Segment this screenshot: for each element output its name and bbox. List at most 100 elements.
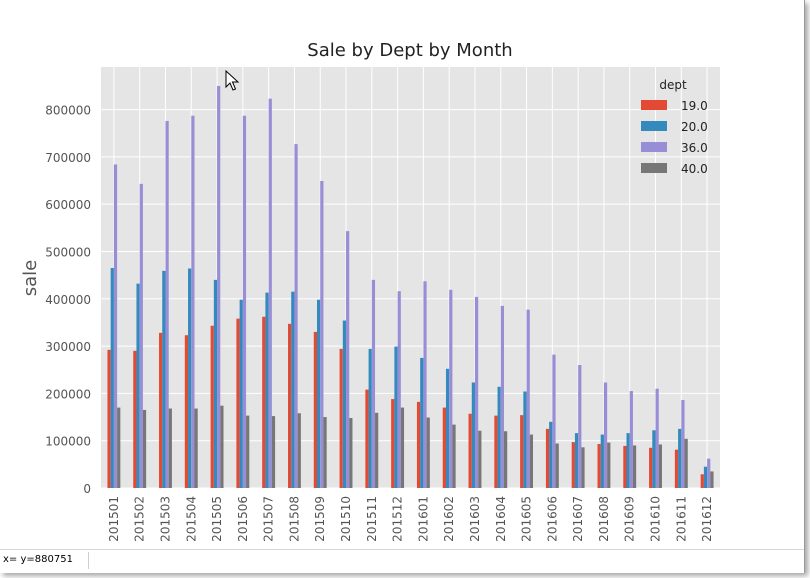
bar-dept-36-0-201503 xyxy=(165,120,169,488)
legend-swatch xyxy=(641,163,667,173)
mouse-cursor-icon xyxy=(225,70,240,91)
bar-dept-36-0-201608 xyxy=(603,382,608,488)
y-tick-label: 700000 xyxy=(45,151,91,165)
x-tick-label: 201607 xyxy=(571,496,585,542)
bar-dept-20-0-201501 xyxy=(110,268,114,488)
bar-dept-40-0-201609 xyxy=(632,445,637,488)
legend-title: dept xyxy=(659,78,687,92)
x-axis-ticks: 201501 201502 201503 201504 201505 201506 2015… xyxy=(107,496,714,542)
bar-dept-19-0-201611 xyxy=(674,449,679,488)
bar-dept-19-0-201607 xyxy=(571,442,575,488)
bar-dept-20-0-201506 xyxy=(239,299,243,488)
x-tick-label: 201602 xyxy=(442,496,456,542)
bar-dept-20-0-201507 xyxy=(265,292,269,488)
bar-dept-40-0-201607 xyxy=(581,447,585,488)
y-tick-label: 300000 xyxy=(45,340,91,354)
x-tick-label: 201510 xyxy=(339,496,353,542)
legend-swatch xyxy=(641,121,667,131)
bar-dept-19-0-201603 xyxy=(468,413,472,488)
bar-dept-20-0-201511 xyxy=(368,348,372,488)
x-tick-label: 201603 xyxy=(468,496,482,542)
bar-dept-40-0-201501 xyxy=(117,407,121,488)
bar-dept-36-0-201609 xyxy=(629,391,633,488)
bar-dept-36-0-201605 xyxy=(526,309,530,488)
legend: dept 19.0 20.0 36.0 40.0 xyxy=(641,78,708,176)
bar-dept-19-0-201507 xyxy=(262,316,266,488)
bar-dept-20-0-201610 xyxy=(652,430,656,488)
y-tick-label: 400000 xyxy=(45,293,91,307)
bar-dept-20-0-201601 xyxy=(420,357,424,488)
bar-dept-40-0-201502 xyxy=(142,409,147,488)
bar-dept-40-0-201610 xyxy=(658,444,662,488)
bar-dept-36-0-201506 xyxy=(242,115,247,488)
bar-dept-20-0-201603 xyxy=(471,382,475,488)
bar-dept-19-0-201512 xyxy=(391,399,395,488)
legend-label: 19.0 xyxy=(681,99,708,113)
y-tick-label: 100000 xyxy=(45,435,91,449)
bar-dept-36-0-201508 xyxy=(294,144,298,488)
x-tick-label: 201612 xyxy=(700,496,714,542)
bar-dept-19-0-201505 xyxy=(210,325,214,488)
bars xyxy=(107,85,714,488)
x-tick-label: 201503 xyxy=(158,496,172,542)
x-tick-label: 201609 xyxy=(623,496,637,542)
bar-dept-36-0-201501 xyxy=(113,164,118,488)
bar-dept-36-0-201512 xyxy=(397,291,401,488)
bar-dept-40-0-201505 xyxy=(220,405,224,488)
bar-dept-20-0-201505 xyxy=(213,279,218,488)
chart-title: Sale by Dept by Month xyxy=(307,40,512,61)
x-tick-label: 201604 xyxy=(494,496,508,542)
x-tick-label: 201502 xyxy=(133,496,147,542)
bar-dept-36-0-201504 xyxy=(191,115,195,488)
legend-label: 36.0 xyxy=(681,141,708,155)
bar-dept-19-0-201608 xyxy=(597,444,601,488)
bar-dept-40-0-201510 xyxy=(349,417,353,488)
bar-dept-36-0-201612 xyxy=(707,458,711,488)
legend-swatch xyxy=(641,142,667,152)
status-bar: x= y=880751 xyxy=(0,549,804,573)
bar-dept-19-0-201503 xyxy=(159,332,163,488)
bar-dept-36-0-201511 xyxy=(371,279,376,488)
bar-dept-40-0-201605 xyxy=(529,434,534,488)
x-tick-label: 201611 xyxy=(674,496,688,542)
x-tick-label: 201511 xyxy=(365,496,379,542)
bar-dept-40-0-201611 xyxy=(684,438,688,488)
bar-dept-36-0-201505 xyxy=(217,85,221,488)
bar-dept-20-0-201508 xyxy=(291,291,295,488)
legend-swatch xyxy=(641,100,667,110)
status-separator xyxy=(88,552,89,569)
bar-dept-19-0-201510 xyxy=(339,348,343,488)
bar-dept-36-0-201510 xyxy=(346,231,350,488)
bar-dept-40-0-201512 xyxy=(400,407,405,488)
x-tick-label: 201509 xyxy=(313,496,327,542)
bar-dept-20-0-201607 xyxy=(574,433,579,488)
x-tick-label: 201610 xyxy=(649,496,663,542)
bar-dept-19-0-201508 xyxy=(287,323,292,488)
x-tick-label: 201508 xyxy=(287,496,301,542)
y-tick-label: 0 xyxy=(83,482,91,496)
bar-dept-19-0-201605 xyxy=(520,415,524,488)
bar-dept-20-0-201605 xyxy=(523,391,527,488)
bar-dept-20-0-201509 xyxy=(317,299,321,488)
bar-dept-36-0-201502 xyxy=(139,183,143,488)
x-tick-label: 201507 xyxy=(262,496,276,542)
bar-dept-19-0-201610 xyxy=(649,447,653,488)
y-tick-label: 500000 xyxy=(45,245,91,259)
bar-dept-19-0-201501 xyxy=(107,349,111,488)
y-tick-label: 200000 xyxy=(45,387,91,401)
x-tick-label: 201512 xyxy=(391,496,405,542)
bar-dept-36-0-201611 xyxy=(681,400,685,488)
bar-dept-40-0-201508 xyxy=(297,413,301,488)
x-tick-label: 201504 xyxy=(184,496,198,542)
bar-dept-19-0-201609 xyxy=(623,445,627,488)
bar-dept-20-0-201502 xyxy=(136,283,140,488)
legend-label: 20.0 xyxy=(681,120,708,134)
bar-dept-20-0-201602 xyxy=(445,368,450,488)
bar-dept-40-0-201506 xyxy=(246,415,250,488)
x-tick-label: 201501 xyxy=(107,496,121,542)
bar-dept-20-0-201609 xyxy=(626,433,630,488)
bar-dept-36-0-201606 xyxy=(552,354,556,488)
bar-dept-40-0-201606 xyxy=(555,443,559,488)
bar-dept-19-0-201606 xyxy=(545,428,550,488)
